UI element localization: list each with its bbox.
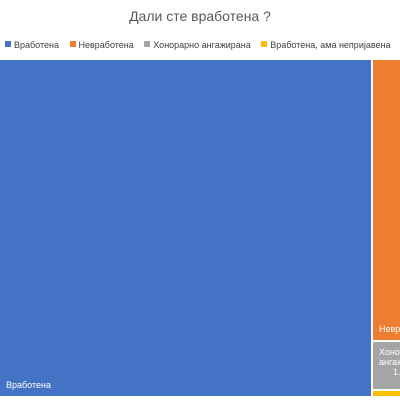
- tile-unemployed: Невработена: [373, 60, 400, 340]
- legend-entry-freelance: Хонорарно ангажирана: [144, 39, 251, 50]
- legend: Вработена Невработена Хонорарно ангажира…: [5, 39, 400, 53]
- legend-label-employed: Вработена: [14, 39, 59, 50]
- legend-swatch-freelance: [144, 41, 151, 48]
- tile-value-freelance: 1.: [393, 367, 400, 377]
- legend-swatch-unregistered: [261, 41, 268, 48]
- legend-label-unemployed: Невработена: [78, 39, 134, 50]
- legend-entry-unregistered: Вработена, ама непријавена: [261, 39, 391, 50]
- legend-entry-employed: Вработена: [5, 40, 59, 50]
- tile-label-unemployed: Невработена: [379, 324, 400, 334]
- tile-unregistered: [373, 391, 400, 396]
- tile-label-freelance: Хонорарно ангажирана: [379, 347, 400, 367]
- tile-employed: Вработена: [0, 60, 371, 396]
- legend-swatch-employed: [5, 41, 11, 48]
- legend-label-unregistered: Вработена, ама непријавена: [270, 39, 391, 50]
- tile-freelance: Хонорарно ангажирана1.: [373, 342, 400, 389]
- legend-entry-unemployed: Невработена: [69, 39, 134, 50]
- legend-label-freelance: Хонорарно ангажирана: [153, 39, 251, 50]
- legend-swatch-unemployed: [69, 41, 76, 48]
- treemap-plot-area: Вработена Невработена Хонорарно ангажирана…: [0, 60, 400, 396]
- tile-label-employed: Вработена: [6, 380, 51, 390]
- chart-title: Дали сте вработена ?: [129, 8, 271, 24]
